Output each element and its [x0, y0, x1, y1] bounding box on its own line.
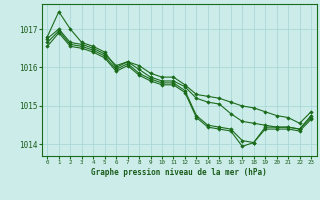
X-axis label: Graphe pression niveau de la mer (hPa): Graphe pression niveau de la mer (hPa): [91, 168, 267, 177]
